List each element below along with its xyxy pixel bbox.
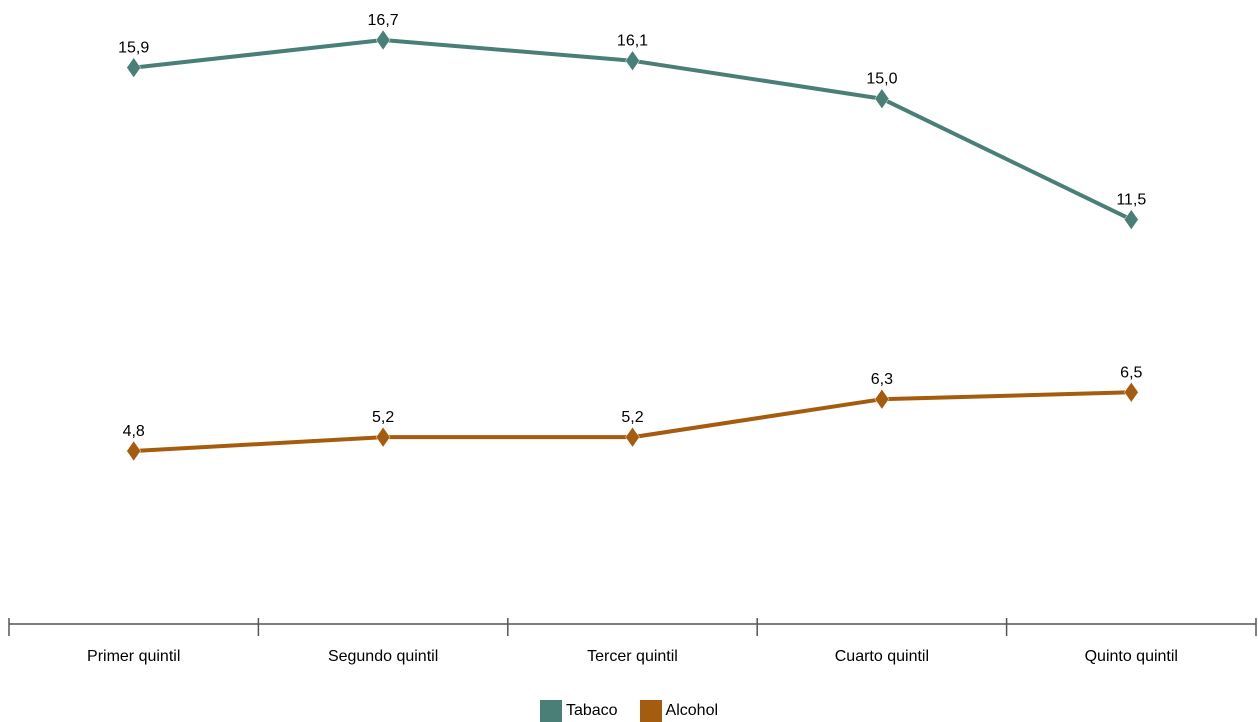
data-point-tabaco bbox=[126, 57, 142, 79]
legend-item-alcohol: Alcohol bbox=[639, 700, 719, 722]
data-label-tabaco: 11,5 bbox=[1116, 192, 1146, 209]
legend-label-tabaco: Tabaco bbox=[565, 702, 618, 719]
data-point-alcohol bbox=[1123, 381, 1139, 403]
legend-label-alcohol: Alcohol bbox=[665, 702, 719, 719]
data-label-tabaco: 15,9 bbox=[118, 40, 149, 57]
x-tick-label: Tercer quintil bbox=[587, 648, 678, 665]
data-label-alcohol: 4,8 bbox=[123, 423, 145, 440]
x-tick-label: Cuarto quintil bbox=[835, 648, 929, 665]
data-point-alcohol bbox=[375, 426, 391, 448]
data-point-alcohol bbox=[874, 388, 890, 410]
x-axis: Primer quintil Segundo quintil Tercer quin… bbox=[8, 618, 1257, 665]
data-point-tabaco bbox=[1123, 209, 1139, 231]
legend-item-tabaco: Tabaco bbox=[539, 700, 618, 722]
data-point-alcohol bbox=[126, 440, 142, 462]
data-point-tabaco bbox=[874, 88, 890, 110]
x-tick-label: Quinto quintil bbox=[1085, 648, 1178, 665]
data-label-tabaco: 16,1 bbox=[617, 33, 648, 50]
data-label-alcohol: 5,2 bbox=[621, 409, 643, 426]
legend-swatch-alcohol bbox=[639, 700, 662, 722]
data-label-tabaco: 15,0 bbox=[866, 71, 897, 88]
legend: Tabaco Alcohol bbox=[0, 700, 1258, 722]
data-label-alcohol: 6,3 bbox=[871, 371, 893, 388]
data-label-alcohol: 5,2 bbox=[372, 409, 394, 426]
series-layer bbox=[126, 29, 1139, 462]
data-label-alcohol: 6,5 bbox=[1120, 364, 1142, 381]
x-tick-label: Primer quintil bbox=[87, 648, 180, 665]
x-tick-label: Segundo quintil bbox=[328, 648, 438, 665]
data-label-tabaco: 16,7 bbox=[368, 12, 399, 29]
data-point-tabaco bbox=[625, 50, 640, 72]
data-point-alcohol bbox=[625, 426, 640, 448]
data-label-layer: 15,9 16,7 16,1 15,0 11,5 4,8 5,2 5,2 6,3 6,5 bbox=[118, 12, 1146, 440]
data-point-tabaco bbox=[375, 29, 391, 51]
legend-swatch-tabaco bbox=[539, 700, 562, 722]
